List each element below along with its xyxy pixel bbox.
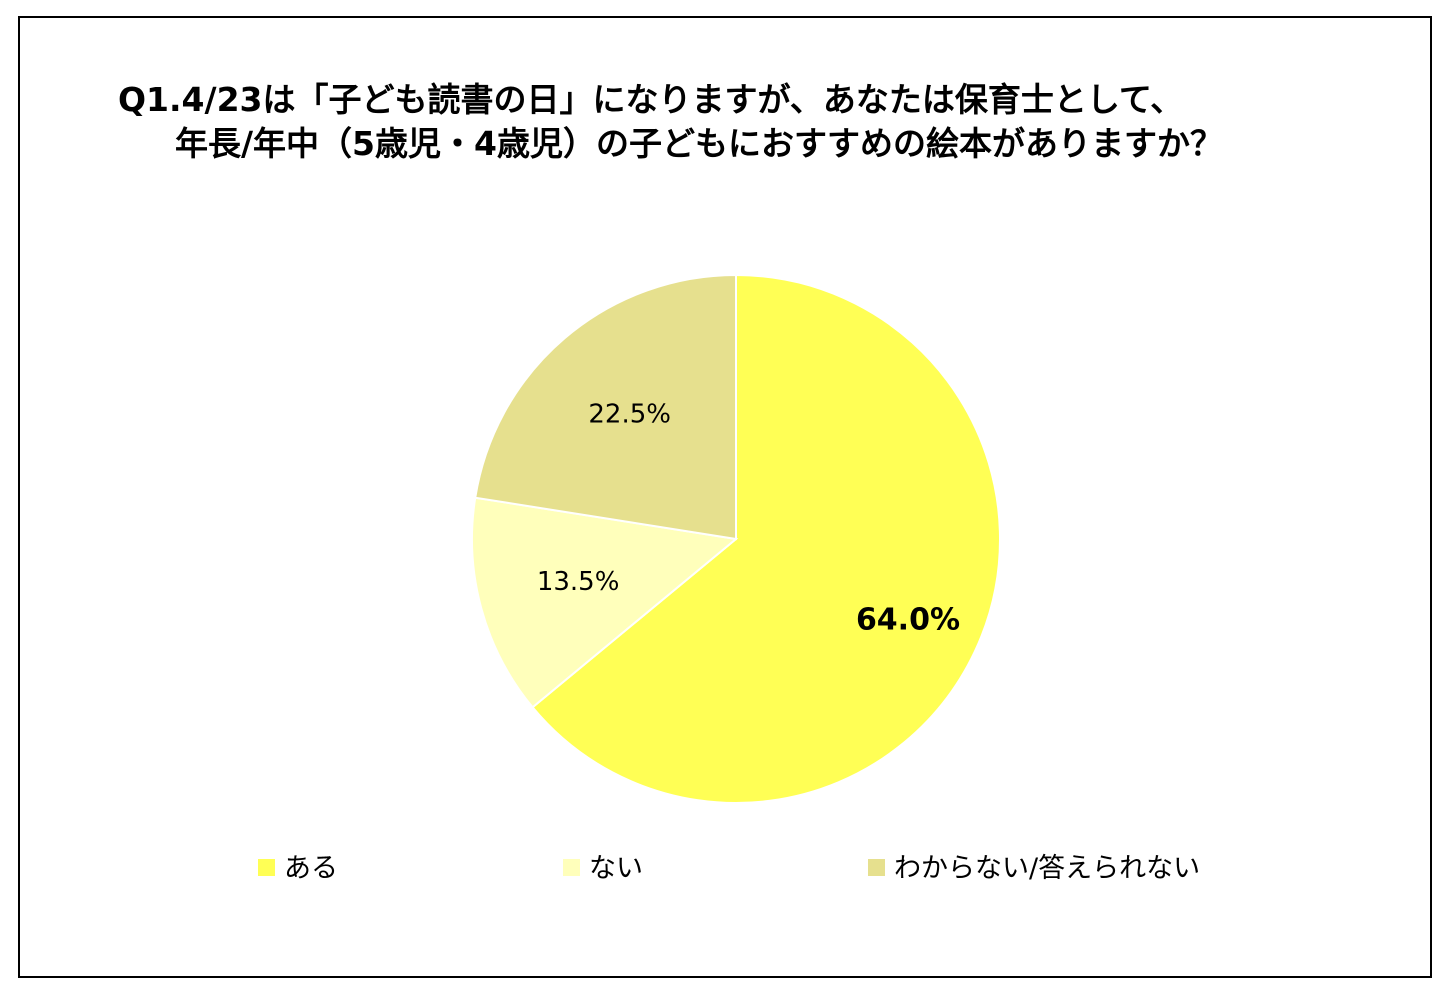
legend-swatch-aru <box>258 858 275 876</box>
legend-label-aru: ある <box>284 852 338 884</box>
legend-swatch-nai <box>563 858 580 876</box>
data-label-aru: 64.0% <box>856 602 960 637</box>
chart-title-line-1: Q1.4/23は「子ども読書の日」になりますが、あなたは保育士として、 <box>118 80 1184 119</box>
data-label-wakaranai: 22.5% <box>588 400 671 430</box>
chart-title: Q1.4/23は「子ども読書の日」になりますが、あなたは保育士として、 年長/年… <box>0 0 1456 200</box>
legend-item-aru: ある <box>258 840 338 890</box>
data-label-nai: 13.5% <box>537 567 620 597</box>
pie-slice-aru <box>531 273 1001 804</box>
chart-title-line-2: 年長/年中（5歳児・4歳児）の子どもにおすすめの絵本がありますか？ <box>175 124 1223 163</box>
legend-item-nai: ない <box>563 840 643 890</box>
legend-item-wakaranai: わからない/答えられない <box>868 840 1200 890</box>
pie-slices <box>471 273 1001 804</box>
legend-swatch-wakaranai <box>868 858 885 876</box>
chart-legend: ある ない わからない/答えられない <box>0 840 1456 890</box>
legend-label-wakaranai: わからない/答えられない <box>894 852 1201 884</box>
legend-label-nai: ない <box>589 852 643 884</box>
pie-slice-wakaranai <box>474 273 737 541</box>
pie-slice-nai <box>471 496 739 709</box>
pie-labels: 64.0% 13.5% 22.5% <box>537 400 960 638</box>
